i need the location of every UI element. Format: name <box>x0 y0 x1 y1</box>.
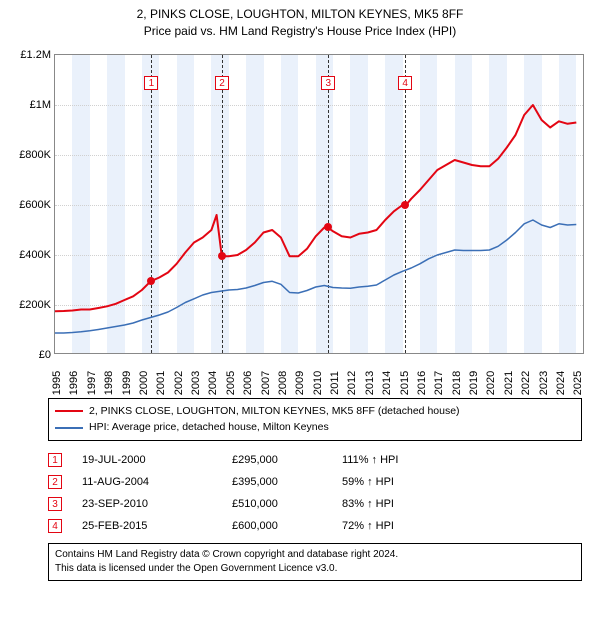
attribution-box: Contains HM Land Registry data © Crown c… <box>48 543 582 581</box>
sales-marker: 4 <box>48 519 62 533</box>
sales-date: 19-JUL-2000 <box>82 454 212 466</box>
x-tick-label: 2016 <box>414 370 428 394</box>
x-tick-label: 2023 <box>536 370 550 394</box>
y-tick-label: £400K <box>19 249 55 261</box>
x-tick-label: 2018 <box>449 370 463 394</box>
sales-marker: 3 <box>48 497 62 511</box>
x-tick-label: 2011 <box>327 371 341 395</box>
sales-row: 3 23-SEP-2010 £510,000 83% ↑ HPI <box>48 493 582 515</box>
sales-date: 23-SEP-2010 <box>82 498 212 510</box>
sales-date: 25-FEB-2015 <box>82 520 212 532</box>
sales-pct: 111% ↑ HPI <box>342 454 452 466</box>
price-chart: £0 £200K £400K £600K £800K £1M £1.2M 19951996 19… <box>8 48 592 394</box>
x-tick-label: 2007 <box>258 370 272 394</box>
sales-table: 1 19-JUL-2000 £295,000 111% ↑ HPI 2 11-AUG-20… <box>48 449 582 537</box>
sales-pct: 59% ↑ HPI <box>342 476 452 488</box>
y-tick-label: £0 <box>39 349 55 361</box>
sales-marker: 1 <box>48 453 62 467</box>
x-tick-label: 1997 <box>84 370 98 394</box>
x-tick-label: 2015 <box>397 370 411 394</box>
legend-row: HPI: Average price, detached house, Milt… <box>55 419 575 436</box>
sales-row: 2 11-AUG-2004 £395,000 59% ↑ HPI <box>48 471 582 493</box>
x-tick-label: 2025 <box>570 370 584 394</box>
x-tick-label: 2014 <box>379 370 393 394</box>
x-tick-label: 1996 <box>66 370 80 394</box>
attribution-line1: Contains HM Land Registry data © Crown c… <box>55 548 575 562</box>
x-tick-label: 2024 <box>553 370 567 394</box>
x-tick-label: 2021 <box>501 370 515 394</box>
legend-label: HPI: Average price, detached house, Milt… <box>89 419 329 436</box>
legend-swatch <box>55 410 83 412</box>
x-tick-label: 1995 <box>49 370 63 394</box>
chart-lines <box>55 55 585 355</box>
x-tick-label: 1999 <box>119 370 133 394</box>
y-tick-label: £200K <box>19 299 55 311</box>
attribution-line2: This data is licensed under the Open Gov… <box>55 562 575 576</box>
y-tick-label: £600K <box>19 199 55 211</box>
x-tick-label: 2001 <box>153 370 167 394</box>
legend-swatch <box>55 427 83 429</box>
y-tick-label: £1.2M <box>20 49 55 61</box>
sales-pct: 83% ↑ HPI <box>342 498 452 510</box>
sales-date: 11-AUG-2004 <box>82 476 212 488</box>
x-tick-label: 2020 <box>483 370 497 394</box>
legend: 2, PINKS CLOSE, LOUGHTON, MILTON KEYNES,… <box>48 398 582 442</box>
x-tick-label: 2002 <box>171 370 185 394</box>
x-tick-label: 2006 <box>240 370 254 394</box>
x-tick-label: 2000 <box>136 370 150 394</box>
sales-price: £395,000 <box>232 476 322 488</box>
title-address: 2, PINKS CLOSE, LOUGHTON, MILTON KEYNES,… <box>8 6 592 23</box>
sales-marker: 2 <box>48 475 62 489</box>
x-tick-label: 2022 <box>518 370 532 394</box>
sales-row: 1 19-JUL-2000 £295,000 111% ↑ HPI <box>48 449 582 471</box>
x-tick-label: 1998 <box>101 370 115 394</box>
sales-pct: 72% ↑ HPI <box>342 520 452 532</box>
plot-area: £0£200K£400K£600K£800K£1M£1.2M1995199619… <box>54 54 584 354</box>
x-tick-label: 2010 <box>310 370 324 394</box>
x-tick-label: 2005 <box>223 370 237 394</box>
sales-price: £510,000 <box>232 498 322 510</box>
sales-price: £295,000 <box>232 454 322 466</box>
y-tick-label: £800K <box>19 149 55 161</box>
title-subtitle: Price paid vs. HM Land Registry's House … <box>8 23 592 40</box>
sales-row: 4 25-FEB-2015 £600,000 72% ↑ HPI <box>48 515 582 537</box>
x-tick-label: 2004 <box>205 370 219 394</box>
x-tick-label: 2009 <box>292 370 306 394</box>
x-tick-label: 2013 <box>362 370 376 394</box>
legend-row: 2, PINKS CLOSE, LOUGHTON, MILTON KEYNES,… <box>55 403 575 420</box>
series-price_paid <box>55 105 576 311</box>
x-tick-label: 2019 <box>466 370 480 394</box>
x-tick-label: 2012 <box>344 370 358 394</box>
sales-price: £600,000 <box>232 520 322 532</box>
x-tick-label: 2017 <box>431 370 445 394</box>
y-tick-label: £1M <box>30 99 55 111</box>
legend-label: 2, PINKS CLOSE, LOUGHTON, MILTON KEYNES,… <box>89 403 460 420</box>
x-tick-label: 2008 <box>275 370 289 394</box>
x-tick-label: 2003 <box>188 370 202 394</box>
